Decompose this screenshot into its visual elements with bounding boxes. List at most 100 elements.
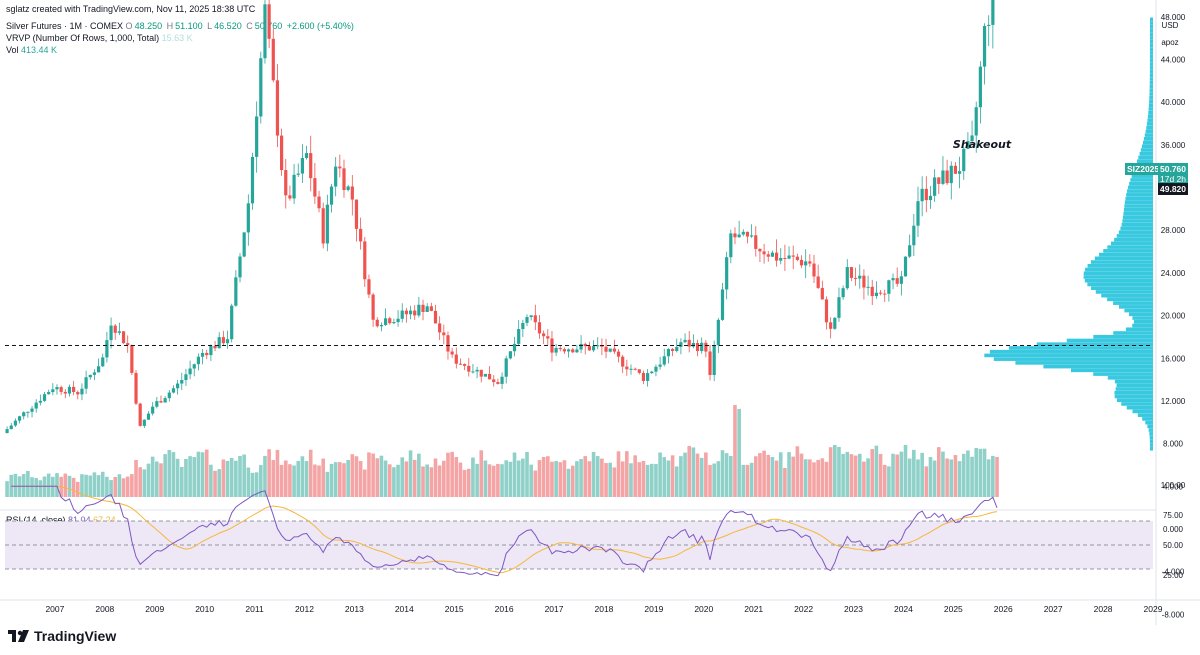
volume-bar — [80, 474, 84, 497]
candle — [42, 394, 47, 401]
volume-bar — [957, 461, 962, 497]
volume-bar — [774, 460, 779, 497]
volume-bar — [841, 453, 845, 497]
tradingview-logo-icon — [8, 630, 29, 642]
volume-profile-row — [1137, 159, 1153, 164]
candle — [47, 392, 51, 395]
candle — [878, 292, 883, 294]
volume-bar — [625, 451, 629, 497]
volume-bar — [234, 460, 238, 497]
candle — [745, 231, 750, 237]
volume-bar — [654, 464, 658, 497]
vrvp-legend[interactable]: VRVP (Number Of Rows, 1,000, Total) 15.6… — [6, 33, 193, 43]
candle — [716, 319, 720, 346]
volume-bar — [683, 452, 687, 497]
candle — [134, 372, 138, 404]
candle — [558, 347, 562, 350]
volume-profile-row — [1115, 387, 1153, 391]
volume-bar — [475, 463, 479, 497]
price-tick-label: 44.000 — [1161, 56, 1186, 65]
candle — [425, 306, 429, 313]
volume-bar — [5, 481, 9, 497]
candle — [429, 306, 433, 311]
rsi-label: RSI (14, close) — [6, 515, 66, 525]
candle — [292, 174, 296, 199]
volume-bar — [383, 460, 388, 497]
candle — [151, 406, 155, 414]
volume-profile-row — [1149, 69, 1153, 74]
volume-bar — [808, 459, 812, 497]
time-tick-label: 2023 — [844, 604, 863, 614]
volume-bar — [712, 463, 716, 497]
time-tick-label: 2008 — [95, 604, 114, 614]
volume-bar — [878, 453, 883, 497]
volume-legend[interactable]: Vol 413.44 K — [6, 45, 57, 55]
volume-bar — [84, 474, 88, 497]
volume-profile-row — [1071, 368, 1153, 373]
candle — [546, 336, 550, 339]
price-chart[interactable]: 72.00068.00064.00060.00056.00052.00048.0… — [0, 0, 1200, 625]
tradingview-logo[interactable]: TradingView — [8, 628, 116, 644]
volume-bar — [554, 461, 558, 497]
candle — [196, 356, 201, 365]
volume-bar — [134, 460, 138, 497]
volume-profile-row — [1147, 118, 1153, 122]
volume-profile-row — [1146, 125, 1153, 130]
volume-bar — [221, 459, 226, 497]
rsi-ma-value: 67.24 — [93, 515, 116, 525]
time-tick-label: 2029 — [1144, 604, 1163, 614]
candle — [908, 245, 912, 257]
candle — [375, 319, 379, 327]
candle — [662, 356, 666, 365]
candle — [155, 401, 159, 407]
candle — [38, 400, 42, 403]
candle — [408, 310, 413, 315]
volume-profile-row — [1149, 439, 1153, 444]
volume-bar — [516, 460, 521, 497]
candle — [475, 369, 479, 372]
candle — [891, 278, 895, 281]
volume-bar — [508, 461, 513, 497]
candle — [641, 372, 646, 381]
volume-profile-row — [1149, 58, 1153, 63]
time-tick-label: 2024 — [894, 604, 913, 614]
volume-profile-row — [1149, 80, 1153, 85]
candle — [912, 225, 916, 246]
candle — [845, 267, 849, 289]
price-tick-label: 16.000 — [1161, 354, 1186, 363]
volume-profile-row — [1148, 107, 1153, 111]
candle — [687, 339, 691, 347]
time-tick-label: 2010 — [195, 604, 214, 614]
rsi-legend[interactable]: RSI (14, close) 81.04 67.24 — [6, 515, 116, 525]
candle — [587, 346, 591, 351]
candle — [496, 382, 500, 384]
time-tick-label: 2012 — [295, 604, 314, 614]
volume-bar — [853, 455, 858, 497]
volume-profile — [984, 17, 1153, 451]
candle — [213, 345, 217, 349]
candle — [795, 256, 799, 260]
volume-bar — [13, 473, 18, 497]
volume-profile-row — [1141, 144, 1153, 149]
volume-bar — [150, 456, 155, 497]
low-value: 46.520 — [214, 21, 242, 31]
candle — [446, 335, 450, 352]
volume-bar — [828, 447, 833, 497]
candle — [471, 371, 475, 373]
candle — [920, 188, 924, 202]
candle — [833, 317, 837, 329]
candle — [413, 310, 417, 316]
volume-bar — [30, 477, 34, 497]
volume-profile-row — [1094, 256, 1153, 261]
candle — [924, 188, 928, 201]
volume-bar — [512, 452, 517, 497]
volume-bar — [833, 445, 837, 497]
volume-bar — [924, 466, 929, 497]
volume-bar — [529, 464, 533, 497]
volume-profile-row — [1143, 137, 1153, 141]
volume-profile-row — [989, 349, 1153, 354]
volume-bar — [196, 451, 201, 497]
candle — [367, 279, 371, 295]
candle — [691, 342, 695, 347]
candle — [933, 177, 937, 196]
